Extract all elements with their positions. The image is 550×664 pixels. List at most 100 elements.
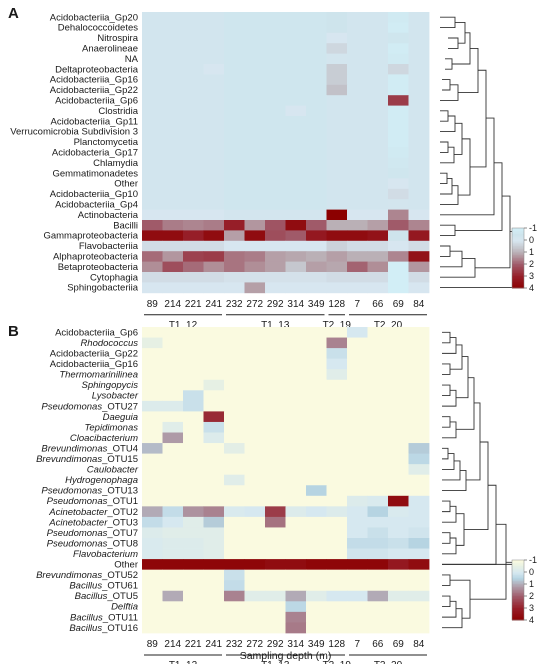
heatmap-cell: [244, 272, 266, 283]
heatmap-cell: [347, 230, 368, 242]
heatmap-cell: [244, 590, 266, 602]
heatmap-cell: [326, 348, 348, 360]
heatmap-cell: [388, 337, 409, 349]
dendrogram-branch: [475, 195, 511, 269]
heatmap-cell: [347, 84, 368, 96]
group-label: T2_20: [374, 660, 403, 664]
heatmap-cell: [347, 32, 368, 44]
heatmap-cell: [203, 464, 225, 476]
heatmap-cell: [183, 157, 204, 169]
heatmap-cell: [285, 282, 307, 294]
heatmap-cell: [203, 358, 225, 370]
heatmap-cell: [408, 12, 430, 23]
heatmap-cell: [306, 580, 327, 592]
heatmap-cell: [142, 538, 163, 549]
heatmap-cell: [306, 12, 327, 23]
heatmap-cell: [367, 12, 389, 23]
heatmap-cell: [265, 188, 286, 200]
heatmap-cell: [388, 32, 409, 44]
heatmap-cell: [388, 432, 409, 444]
column-label: 214: [164, 639, 181, 650]
heatmap-cell: [367, 464, 389, 476]
heatmap-cell: [408, 358, 430, 370]
heatmap-cell: [183, 379, 204, 391]
row-label: Betaproteobacteria: [58, 262, 139, 273]
row-label: Cloacibacterium: [70, 433, 138, 444]
heatmap-cell: [244, 147, 266, 158]
heatmap-cell: [285, 32, 307, 44]
legend-gradient-step: [512, 612, 524, 615]
heatmap-cell: [224, 22, 245, 34]
heatmap-cell: [408, 348, 430, 360]
heatmap-cell: [285, 548, 307, 560]
color-legend: -1 0 1 2 3 4: [511, 223, 537, 293]
legend-gradient-step: [512, 569, 524, 571]
heatmap-cell: [388, 22, 409, 34]
legend-gradient-step: [512, 241, 524, 244]
heatmap-cell: [162, 64, 184, 75]
heatmap-cell: [224, 282, 245, 294]
row-label: Caulobacter: [87, 465, 139, 476]
heatmap-cell: [388, 230, 409, 242]
heatmap-cell: [224, 548, 245, 560]
heatmap-cell: [162, 400, 184, 412]
heatmap-cell: [285, 240, 307, 252]
heatmap-cell: [408, 136, 430, 148]
legend-gradient-step: [512, 590, 524, 592]
heatmap-cell: [142, 53, 163, 65]
heatmap-cell: [265, 147, 286, 158]
heatmap-cell: [388, 453, 409, 465]
heatmap-cell: [408, 527, 430, 539]
color-legend: -1 0 1 2 3 4: [511, 555, 537, 625]
heatmap-cell: [244, 157, 266, 169]
row-label: Planctomycetia: [74, 137, 139, 148]
heatmap-cell: [367, 32, 389, 44]
dendrogram-branch: [440, 172, 448, 185]
heatmap-cell: [347, 53, 368, 65]
heatmap-cell: [142, 240, 163, 252]
heatmap-cell: [326, 272, 348, 283]
heatmap-cell: [224, 147, 245, 158]
heatmap-cell: [408, 240, 430, 252]
heatmap-cell: [162, 358, 184, 370]
heatmap-cell: [285, 64, 307, 75]
heatmap-cell: [265, 421, 286, 433]
heatmap-cell: [265, 230, 286, 242]
heatmap-cell: [326, 64, 348, 75]
dendrogram-branch: [456, 356, 469, 399]
legend-gradient-step: [512, 243, 524, 245]
heatmap-cell: [244, 453, 266, 465]
heatmap-cell: [306, 327, 327, 338]
heatmap-cell: [367, 516, 389, 528]
heatmap-cell: [203, 43, 225, 54]
column-label: 7: [354, 639, 360, 650]
heatmap-cell: [142, 43, 163, 54]
heatmap-cell: [244, 580, 266, 592]
heatmap-cell: [285, 105, 307, 117]
heatmap-cell: [265, 282, 286, 294]
heatmap-cell: [285, 230, 307, 242]
heatmap-cell: [183, 474, 204, 486]
legend-gradient-step: [512, 570, 524, 573]
heatmap-cell: [265, 53, 286, 65]
heatmap-cell: [285, 611, 307, 623]
heatmap-cell: [367, 327, 389, 338]
heatmap-cell: [162, 485, 184, 497]
heatmap-cell: [183, 559, 204, 571]
row-label: Bacillus_OTU5: [75, 591, 138, 602]
heatmap-cell: [224, 369, 245, 381]
heatmap-cell: [203, 390, 225, 402]
heatmap-cell: [347, 22, 368, 34]
panel-label: B: [8, 323, 19, 340]
row-label: Chlamydia: [93, 158, 139, 169]
heatmap-cell: [142, 282, 163, 294]
heatmap-cell: [142, 188, 163, 200]
heatmap-cell: [306, 22, 327, 34]
heatmap-cell: [162, 178, 184, 190]
heatmap-cell: [306, 411, 327, 423]
dendrogram-branch: [466, 402, 481, 481]
legend-gradient-step: [512, 599, 524, 601]
heatmap-cell: [306, 506, 327, 518]
legend-gradient-step: [512, 229, 524, 232]
heatmap-cell: [142, 327, 163, 338]
